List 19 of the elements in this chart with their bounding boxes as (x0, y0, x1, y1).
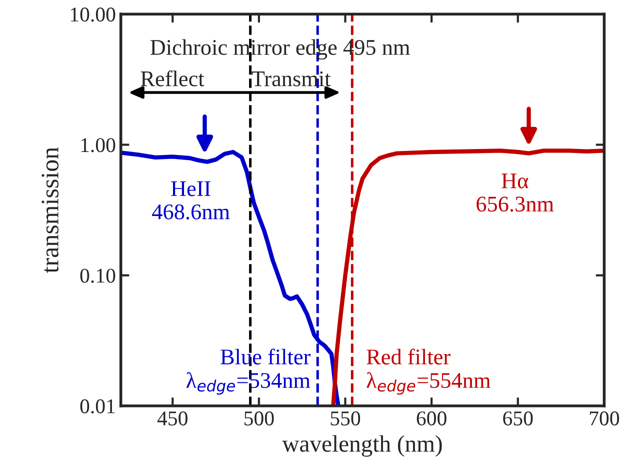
annotation: Red filter λ$_{edge}$=554nm (366, 348, 490, 395)
annotation: Reflect (140, 70, 204, 86)
y-tick-label: 10.00 (70, 8, 116, 22)
annotation: Blue filter λ$_{edge}$=534nm (186, 348, 310, 395)
x-axis-title: wavelength (nm) (282, 435, 442, 457)
annotation: Transmit (252, 71, 331, 86)
x-tick-label: 450 (157, 411, 188, 426)
y-tick-label: 1.00 (81, 138, 116, 152)
x-tick-label: 650 (503, 411, 533, 426)
annotation: Dichroic mirror edge 495 nm (150, 39, 410, 60)
annotation: Hα 656.3nm (476, 174, 554, 212)
y-tick-label: 0.01 (80, 399, 115, 414)
x-tick-label: 500 (244, 411, 274, 426)
x-tick-label: 600 (416, 411, 446, 426)
x-tick-label: 700 (590, 411, 620, 426)
annotation: HeII 468.6nm (152, 181, 230, 220)
y-tick-label: 0.10 (80, 268, 116, 283)
y-axis-title: transmission (42, 147, 58, 273)
x-tick-label: 550 (330, 411, 360, 426)
